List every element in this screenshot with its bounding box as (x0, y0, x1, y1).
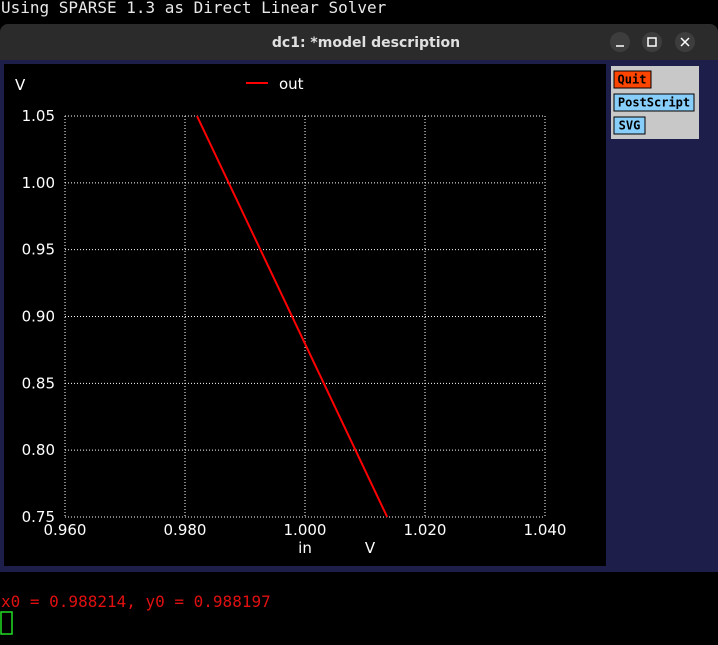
svg-label: SVG (619, 119, 641, 133)
quit-label: Quit (618, 73, 647, 87)
x-tick-label: 1.040 (524, 521, 567, 539)
legend-label: out (279, 75, 304, 93)
svg-button[interactable] (613, 116, 646, 135)
quit-button[interactable] (613, 70, 652, 89)
series-line (196, 115, 389, 518)
window-controls (610, 32, 695, 52)
y-tick-label: 1.00 (22, 174, 55, 192)
x-tick-label: 0.960 (44, 521, 87, 539)
y-tick-label: 1.05 (22, 107, 55, 125)
y-unit: V (15, 76, 26, 94)
y-tick-label: 0.80 (22, 441, 55, 459)
postscript-button[interactable] (613, 93, 695, 112)
maximize[interactable] (642, 32, 662, 52)
x-tick-label: 1.000 (284, 521, 327, 539)
y-tick-label: 0.95 (22, 241, 55, 259)
minimize[interactable] (610, 32, 630, 52)
x-tick-label: 0.980 (164, 521, 207, 539)
maximize-icon (647, 37, 657, 47)
x-label: in (298, 539, 312, 557)
y-tick-label: 0.90 (22, 308, 55, 326)
y-tick-label: 0.85 (22, 374, 55, 392)
terminal-line: Using SPARSE 1.3 as Direct Linear Solver (1, 0, 387, 17)
x-unit: V (365, 539, 376, 557)
y-tick-label: 0.75 (22, 508, 55, 526)
x-tick-label: 1.020 (404, 521, 447, 539)
close-icon (680, 37, 690, 47)
postscript-label: PostScript (618, 96, 690, 110)
cursor-status: x0 = 0.988214, y0 = 0.988197 (1, 592, 271, 611)
terminal-cursor (0, 611, 13, 635)
window-title: dc1: *model description (272, 35, 460, 51)
